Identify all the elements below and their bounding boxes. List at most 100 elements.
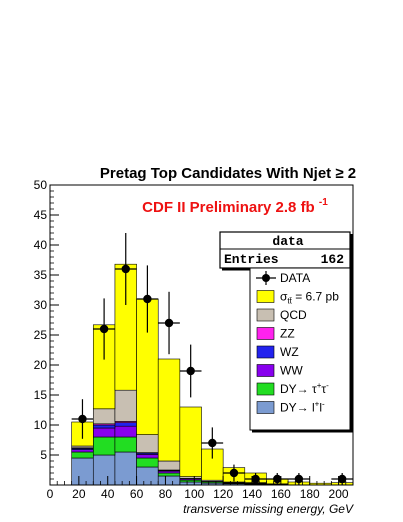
stats-box-name: data	[272, 234, 303, 249]
legend-label-6-main: DY→ l	[280, 401, 315, 415]
y-tick-label-4: 25	[34, 328, 48, 342]
y-axis: 5 10 15 20 25 30 35 40 45 50	[34, 178, 59, 480]
legend-label-3: WZ	[280, 345, 299, 359]
y-tick-label-9: 50	[34, 178, 48, 192]
legend-label-0-main: σ	[280, 290, 288, 304]
bar-2-2	[114, 425, 137, 438]
legend-label-0-rest: = 6.7 pb	[292, 290, 339, 304]
legend-swatch-3	[256, 345, 275, 359]
x-tick-label-6: 120	[213, 487, 233, 501]
x-tick-label-5: 100	[184, 487, 204, 501]
legend-swatch-6	[256, 401, 275, 414]
bar-6-5	[179, 406, 202, 477]
x-tick-label-1: 20	[72, 487, 86, 501]
legend-label-0: σtt̄ = 6.7 pb	[280, 290, 339, 306]
bar-6-4	[157, 358, 181, 462]
stats-entries-value: 162	[321, 252, 345, 267]
bar-5-1	[92, 408, 116, 425]
x-tick-label-8: 160	[271, 487, 291, 501]
legend-label-5-mid: τ	[321, 382, 326, 396]
x-axis-label: transverse missing energy, GeV	[183, 502, 354, 516]
bar-0-0	[71, 457, 94, 486]
legend-label-6-sup1: +	[315, 400, 320, 409]
chart-title: Pretag Top Candidates With Njet ≥ 2	[100, 165, 356, 182]
legend-swatch-4	[256, 364, 275, 377]
annotation-sup: -1	[319, 197, 328, 208]
bar-1-0	[71, 451, 94, 459]
data-point-7	[229, 468, 239, 478]
legend-label-4-main: WW	[280, 364, 303, 378]
y-tick-label-0: 5	[40, 448, 47, 462]
bar-5-3	[136, 434, 159, 453]
bar-2-0	[71, 449, 94, 453]
bar-1-1	[92, 436, 116, 456]
chart-title-suffix: ≥ 2	[335, 165, 356, 182]
y-tick-label-7: 40	[34, 238, 48, 252]
data-point-3	[143, 294, 152, 304]
data-point-2	[121, 264, 130, 274]
x-axis: 0 20 40 60 80 100 120 140 160 180 200	[47, 476, 349, 501]
y-tick-label-2: 15	[34, 388, 48, 402]
legend-label-6: DY→ l+l-	[280, 400, 325, 415]
x-tick-label-0: 0	[47, 487, 54, 501]
legend-label-2-main: ZZ	[280, 327, 295, 341]
legend-shadow-right	[350, 270, 353, 432]
data-point-10	[294, 474, 304, 484]
legend-swatch-2	[256, 327, 275, 340]
bar-3-1	[92, 424, 116, 429]
stats-entries-label: Entries	[224, 252, 279, 267]
data-point-0	[78, 414, 87, 424]
legend-label-2: ZZ	[280, 327, 295, 341]
bar-5-2	[114, 389, 137, 422]
legend-data-marker	[262, 274, 270, 282]
annotation-main: CDF II Preliminary 2.8 fb	[142, 199, 315, 216]
bar-1-2	[114, 436, 137, 453]
legend-label-1: QCD	[280, 308, 307, 322]
data-point-9	[273, 474, 282, 484]
stats-box: data Entries 162	[219, 231, 353, 271]
x-tick-label-2: 40	[101, 487, 115, 501]
legend-shadow-bottom	[252, 430, 353, 433]
bar-0-1	[92, 454, 116, 486]
x-tick-label-4: 80	[159, 487, 173, 501]
legend-label-1-main: QCD	[280, 308, 307, 322]
legend-label-6-mid: l	[319, 401, 322, 415]
legend-label-5-main: DY→ τ	[280, 382, 317, 396]
legend-label-0-sub: tt̄	[287, 297, 292, 306]
y-tick-label-5: 30	[34, 298, 48, 312]
bar-1-4	[157, 472, 181, 477]
legend-label-6-sup2: -	[322, 400, 325, 409]
data-point-8	[251, 474, 260, 484]
legend-label-5-sup2: -	[326, 381, 329, 390]
bar-1-3	[136, 457, 159, 468]
legend-swatch-0	[256, 290, 275, 303]
x-tick-label-3: 60	[130, 487, 144, 501]
legend-label-data: DATA	[280, 271, 310, 285]
legend-swatch-5	[256, 382, 275, 396]
bar-0-2	[114, 451, 137, 486]
x-tick-label-9: 180	[300, 487, 320, 501]
data-point-1	[99, 324, 109, 334]
x-tick-label-7: 140	[242, 487, 262, 501]
data-point-6	[208, 438, 217, 448]
preliminary-annotation: CDF II Preliminary 2.8 fb -1	[142, 197, 328, 216]
data-point-4	[164, 318, 174, 328]
bar-5-4	[157, 460, 181, 471]
chart-title-main: Pretag Top Candidates With Njet	[100, 165, 331, 182]
legend-swatch-1	[256, 308, 275, 322]
bar-2-3	[136, 454, 159, 459]
legend-label-5: DY→ τ+τ-	[280, 381, 329, 396]
y-tick-label-8: 45	[34, 208, 48, 222]
x-tick-label-10: 200	[329, 487, 349, 501]
y-tick-label-3: 20	[34, 358, 48, 372]
y-tick-label-1: 10	[34, 418, 48, 432]
bar-2-1	[92, 427, 116, 438]
y-tick-label-6: 35	[34, 268, 48, 282]
bar-3-2	[114, 422, 137, 427]
bar-0-3	[136, 466, 159, 486]
data-points	[71, 233, 353, 485]
legend-label-5-sup1: +	[317, 381, 322, 390]
legend-label-3-main: WZ	[280, 345, 299, 359]
